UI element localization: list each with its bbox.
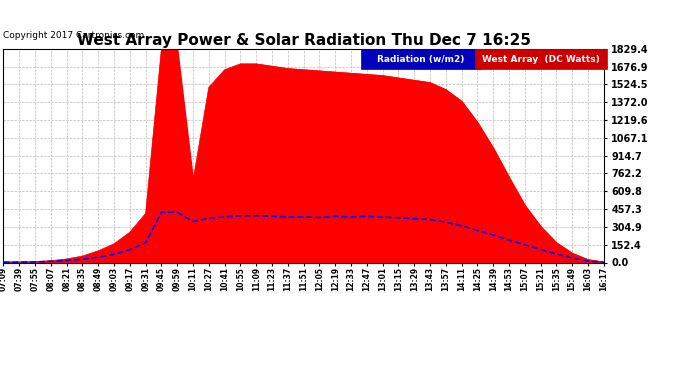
FancyBboxPatch shape (361, 49, 481, 69)
Text: Radiation (w/m2): Radiation (w/m2) (377, 54, 464, 63)
Title: West Array Power & Solar Radiation Thu Dec 7 16:25: West Array Power & Solar Radiation Thu D… (77, 33, 531, 48)
Text: West Array  (DC Watts): West Array (DC Watts) (482, 54, 600, 63)
FancyBboxPatch shape (475, 49, 607, 69)
Text: Copyright 2017 Cartronics.com: Copyright 2017 Cartronics.com (3, 31, 145, 40)
